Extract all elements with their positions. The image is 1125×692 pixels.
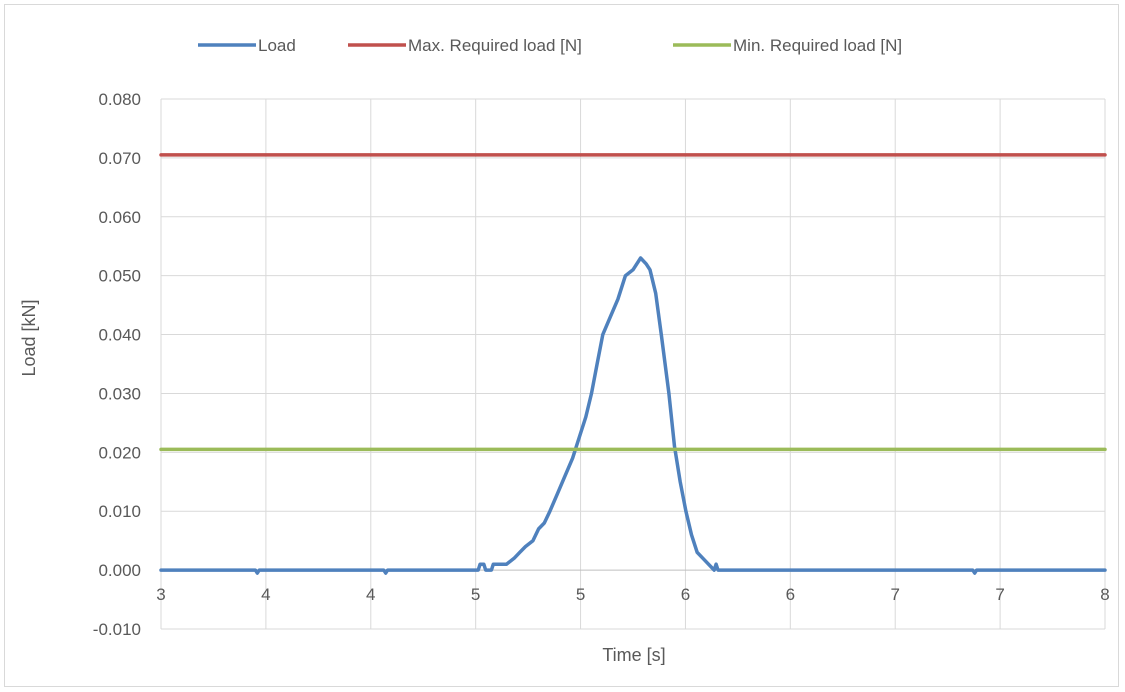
y-tick-label: -0.010 bbox=[93, 620, 141, 639]
x-axis-title: Time [s] bbox=[602, 645, 665, 665]
legend-label: Min. Required load [N] bbox=[733, 36, 902, 55]
y-tick-labels: -0.010 0.000 0.010 0.020 0.030 0.040 0.050 0.06… bbox=[93, 90, 141, 639]
x-tick-label: 5 bbox=[471, 585, 480, 604]
y-tick-label: 0.060 bbox=[98, 208, 141, 227]
y-tick-label: 0.010 bbox=[98, 502, 141, 521]
legend: Load Max. Required load [N] Min. Required … bbox=[198, 36, 902, 55]
x-tick-label: 5 bbox=[576, 585, 585, 604]
x-tick-labels: 3 4 4 5 5 6 6 7 7 8 bbox=[156, 585, 1109, 604]
vertical-gridlines bbox=[160, 99, 1106, 629]
y-tick-label: 0.030 bbox=[98, 384, 141, 403]
x-tick-label: 3 bbox=[156, 585, 165, 604]
y-tick-label: 0.000 bbox=[98, 561, 141, 580]
y-tick-label: 0.050 bbox=[98, 267, 141, 286]
legend-label: Max. Required load [N] bbox=[408, 36, 582, 55]
series-lines bbox=[159, 153, 1107, 575]
legend-label: Load bbox=[258, 36, 296, 55]
x-tick-label: 4 bbox=[261, 585, 270, 604]
y-tick-label: 0.020 bbox=[98, 443, 141, 462]
series-line-load bbox=[159, 256, 1107, 575]
y-tick-label: 0.040 bbox=[98, 326, 141, 345]
y-tick-label: 0.070 bbox=[98, 149, 141, 168]
x-tick-label: 6 bbox=[786, 585, 795, 604]
horizontal-gridlines bbox=[161, 98, 1105, 630]
y-axis-title: Load [kN] bbox=[19, 299, 39, 376]
x-tick-label: 7 bbox=[890, 585, 899, 604]
x-tick-label: 8 bbox=[1100, 585, 1109, 604]
x-tick-label: 4 bbox=[366, 585, 375, 604]
y-tick-label: 0.080 bbox=[98, 90, 141, 109]
chart-frame bbox=[4, 4, 1119, 687]
x-tick-label: 6 bbox=[681, 585, 690, 604]
x-tick-label: 7 bbox=[995, 585, 1004, 604]
